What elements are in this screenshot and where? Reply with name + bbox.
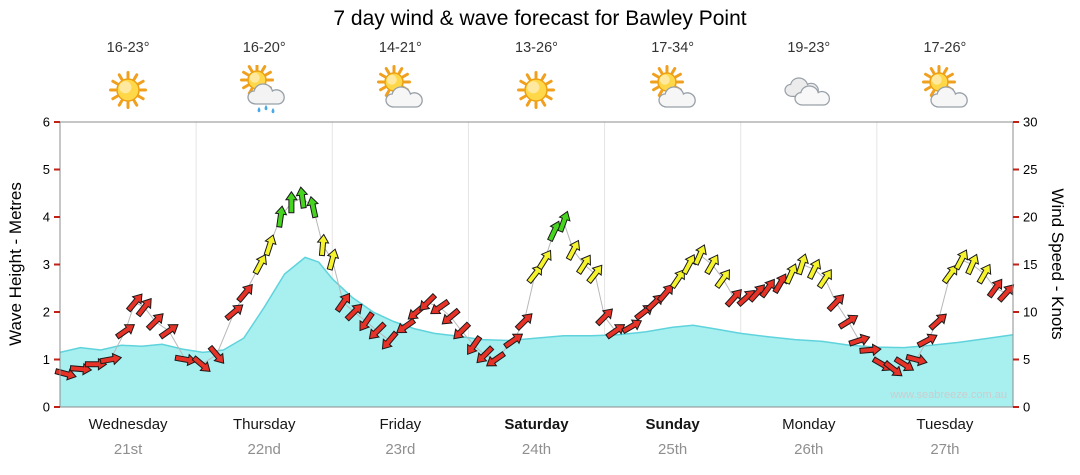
day-temp: 13-26° <box>515 40 558 56</box>
right-axis-title: Wind Speed - Knots <box>1048 188 1067 340</box>
svg-text:10: 10 <box>1023 305 1037 320</box>
svg-text:5: 5 <box>1023 352 1030 367</box>
day-temp: 16-23° <box>106 40 150 56</box>
day-date: 21st <box>113 441 143 458</box>
day-temp: 19-23° <box>787 40 831 56</box>
day-date: 26th <box>794 441 824 458</box>
day-date: 23rd <box>385 441 416 458</box>
svg-text:15: 15 <box>1023 257 1037 272</box>
day-date: 27th <box>930 441 960 458</box>
chart-title: 7 day wind & wave forecast for Bawley Po… <box>333 7 747 30</box>
svg-text:20: 20 <box>1023 210 1037 225</box>
svg-text:2: 2 <box>43 305 50 320</box>
day-name: Thursday <box>232 416 296 433</box>
day-temp: 17-34° <box>651 40 695 56</box>
day-temp: 17-26° <box>923 40 967 56</box>
day-name: Sunday <box>645 416 700 433</box>
weather-icon-partly-cloudy <box>332 62 468 118</box>
svg-text:1: 1 <box>43 352 50 367</box>
weather-icon-partly-cloudy <box>877 62 1013 118</box>
left-axis-title: Wave Height - Metres <box>6 182 25 346</box>
svg-text:3: 3 <box>43 257 50 272</box>
day-name: Saturday <box>504 416 569 433</box>
day-temp: 16-20° <box>242 40 286 56</box>
svg-text:30: 30 <box>1023 115 1037 130</box>
day-date: 25th <box>658 441 688 458</box>
day-name: Friday <box>379 416 422 433</box>
day-date: 24th <box>521 441 552 458</box>
weather-icon-partly-cloudy <box>605 62 741 118</box>
svg-text:0: 0 <box>43 400 50 415</box>
day-name-row: Wednesday Thursday Friday Saturday Sunda… <box>60 416 1013 433</box>
day-name: Tuesday <box>916 416 974 433</box>
weather-icon-cloudy <box>741 62 877 118</box>
day-date: 22nd <box>247 441 281 458</box>
weather-icon-sunny <box>468 62 604 118</box>
day-date-row: 21st 22nd 23rd 24th 25th 26th 27th <box>60 441 1013 458</box>
day-temp: 14-21° <box>378 40 422 56</box>
weather-icon-row <box>60 62 1013 118</box>
svg-text:5: 5 <box>43 162 50 177</box>
svg-text:www.seabreeze.com.au: www.seabreeze.com.au <box>889 389 1007 401</box>
weather-icon-sunny <box>60 62 196 118</box>
svg-text:4: 4 <box>43 210 50 225</box>
svg-text:0: 0 <box>1023 400 1030 415</box>
svg-text:25: 25 <box>1023 162 1037 177</box>
day-name: Wednesday <box>88 416 168 433</box>
weather-icon-sun-showers <box>196 62 332 118</box>
day-name: Monday <box>782 416 836 433</box>
svg-text:6: 6 <box>43 115 50 130</box>
temperature-row: 16-23° 16-20° 14-21° 13-26° 17-34° 19-23… <box>60 40 1013 56</box>
